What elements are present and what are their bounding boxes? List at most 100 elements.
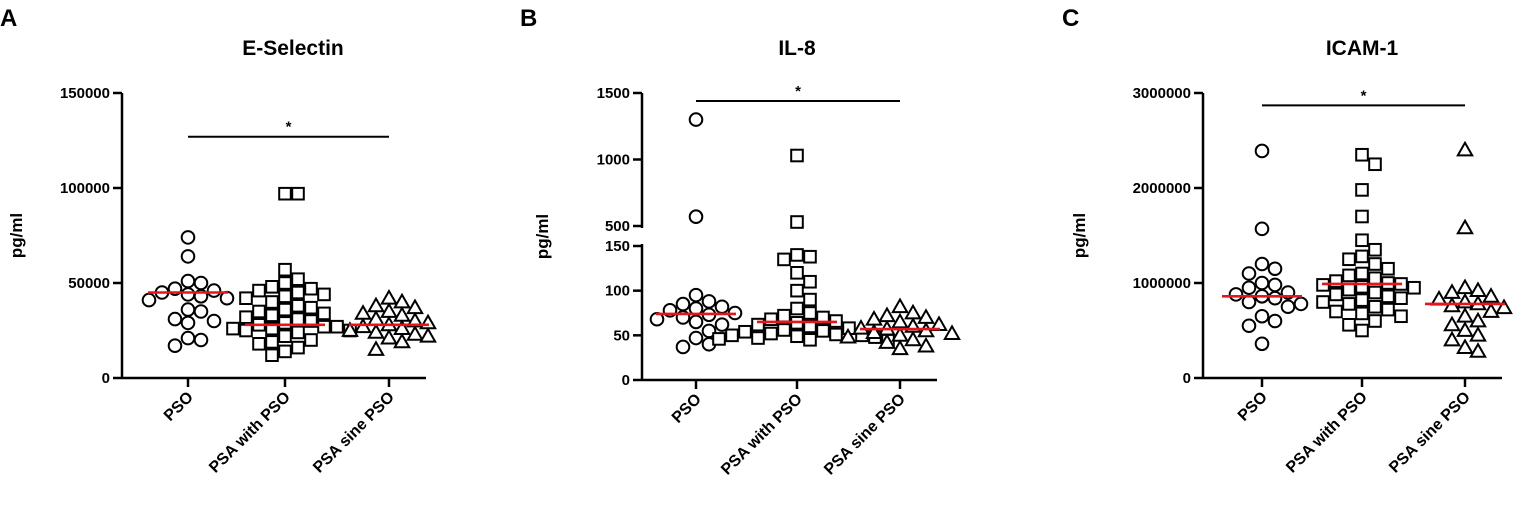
x-tick-label: PSO [161, 389, 197, 425]
data-point-circle [1254, 256, 1270, 272]
group-0 [1222, 143, 1309, 352]
data-point-square [1368, 314, 1382, 328]
x-tick-label: PSO [669, 391, 705, 427]
data-point-square [1342, 252, 1356, 267]
data-point-square [330, 319, 344, 334]
data-point-triangle [1456, 338, 1474, 354]
panel-c: C ICAM-1 pg/ml 0 1000000 2000000 3000000 PSO PSA… [1062, 5, 1513, 476]
x-tick-label: PSA with PSO [206, 389, 294, 477]
data-point-square [1342, 282, 1356, 297]
data-point-square [1407, 280, 1421, 295]
data-point-square [226, 321, 240, 336]
data-point-circle [180, 230, 196, 245]
data-point-square [1368, 257, 1382, 271]
data-point-square [816, 310, 830, 325]
data-point-square [291, 325, 305, 340]
data-point-square [1342, 268, 1356, 283]
significance-label: * [795, 83, 801, 100]
data-point-square [803, 249, 817, 264]
data-point-square [1355, 306, 1369, 321]
data-point-triangle [1443, 283, 1461, 299]
data-point-square [1381, 289, 1395, 304]
data-point-circle [180, 273, 196, 289]
panel-letter: C [1062, 5, 1079, 32]
data-point-triangle [393, 319, 411, 335]
chart-title: ICAM-1 [1326, 37, 1399, 60]
data-point-triangle [839, 327, 857, 344]
data-point-square [1329, 274, 1343, 288]
group-1 [1316, 147, 1421, 338]
data-point-triangle [865, 323, 883, 340]
data-point-square [777, 308, 791, 323]
data-point-circle [1241, 266, 1257, 281]
data-point-circle [701, 294, 717, 309]
chart-title: E-Selectin [242, 37, 344, 60]
data-point-square [304, 333, 318, 347]
data-point-triangle [891, 297, 909, 314]
data-point-triangle [354, 304, 372, 320]
y-axis-label: pg/ml [7, 213, 26, 258]
group-1 [226, 186, 357, 362]
data-point-square [265, 335, 279, 349]
data-point-square [304, 314, 318, 328]
data-point-triangle [1456, 140, 1474, 157]
data-point-square [1368, 271, 1382, 286]
y-tick-label: 50 [613, 327, 630, 344]
data-point-circle [1254, 336, 1270, 352]
data-point-square [278, 289, 292, 304]
data-point-square [1368, 285, 1382, 300]
y-tick-label: 100000 [60, 180, 110, 197]
y-tick-label: 0 [1183, 370, 1191, 387]
data-point-circle [675, 296, 691, 312]
data-point-circle [714, 317, 730, 332]
data-point-triangle [1469, 311, 1487, 328]
data-point-triangle [419, 326, 437, 343]
data-point-circle [688, 209, 704, 224]
panel-b: B IL-8 pg/ml 0 50 100 150 500 1000 1500 PSO PSA wit… [520, 5, 961, 478]
data-point-triangle [1443, 315, 1461, 332]
data-point-square [790, 266, 804, 280]
data-point-circle [688, 287, 704, 303]
data-point-square [1329, 287, 1343, 302]
y-tick-label: 50000 [68, 275, 110, 292]
data-point-square [764, 312, 778, 327]
data-point-square [291, 272, 305, 286]
data-point-square [317, 306, 331, 321]
data-point-triangle [1482, 302, 1500, 318]
data-point-circle [675, 339, 691, 355]
data-point-square [265, 321, 279, 336]
data-point-triangle [1469, 326, 1487, 342]
data-point-square [291, 312, 305, 326]
data-point-triangle [1495, 298, 1513, 315]
data-point-square [278, 329, 292, 343]
data-point-triangle [904, 330, 922, 347]
data-point-triangle [891, 339, 909, 356]
group-0 [649, 112, 743, 355]
data-point-square [738, 324, 752, 339]
data-point-circle [193, 275, 209, 291]
data-point-triangle [393, 306, 411, 322]
data-point-square [265, 308, 279, 323]
data-point-square [751, 317, 765, 332]
data-point-triangle [380, 288, 398, 305]
data-point-square [278, 186, 292, 201]
data-point-square [1316, 295, 1330, 309]
data-point-square [304, 281, 318, 296]
data-point-square [265, 295, 279, 309]
data-point-circle [180, 330, 196, 346]
data-point-square [777, 323, 791, 337]
data-point-circle [1267, 313, 1283, 329]
data-point-square [1355, 209, 1369, 224]
data-point-square [278, 276, 292, 290]
data-point-square [317, 319, 331, 334]
data-point-triangle [419, 313, 437, 330]
data-point-square [712, 332, 726, 346]
data-point-circle [1267, 277, 1283, 293]
data-point-square [1355, 233, 1369, 248]
y-axis-label: pg/ml [533, 214, 552, 259]
data-point-square [252, 337, 266, 351]
data-point-square [803, 274, 817, 289]
data-point-square [252, 283, 266, 298]
data-point-square [803, 292, 817, 307]
data-point-square [1342, 318, 1356, 332]
